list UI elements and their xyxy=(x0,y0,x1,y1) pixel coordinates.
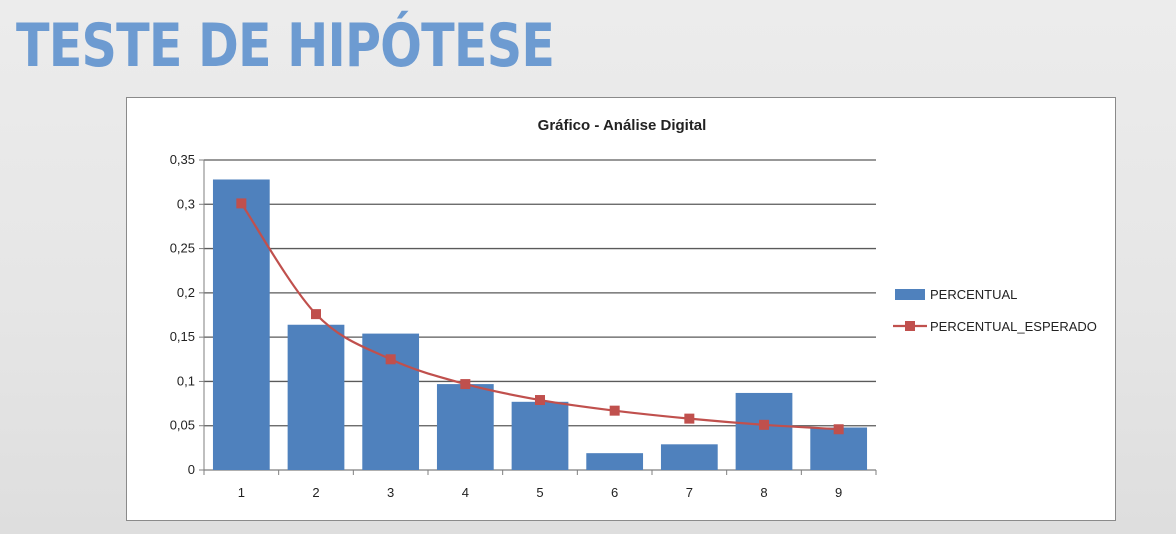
bar xyxy=(586,453,644,470)
x-tick-label: 9 xyxy=(835,485,842,500)
chart-title: Gráfico - Análise Digital xyxy=(538,117,707,134)
y-tick-label: 0,3 xyxy=(177,196,195,211)
bar xyxy=(660,444,718,470)
legend: PERCENTUAL PERCENTUAL_ESPERADO xyxy=(893,287,1097,334)
bar xyxy=(436,384,494,470)
expected-marker xyxy=(385,354,396,365)
slide-title: TESTE DE HIPÓTESE xyxy=(16,11,555,81)
bar xyxy=(810,427,868,470)
x-tick-label: 8 xyxy=(760,485,767,500)
legend-marker-esperado xyxy=(905,321,915,331)
x-tick-label: 1 xyxy=(238,485,245,500)
expected-marker xyxy=(460,379,471,390)
expected-marker xyxy=(236,198,247,209)
x-tick-label: 6 xyxy=(611,485,618,500)
bar xyxy=(362,333,420,470)
expected-marker xyxy=(759,419,769,430)
x-tick-label: 2 xyxy=(312,485,319,500)
bar xyxy=(212,179,270,470)
y-tick-label: 0,25 xyxy=(170,241,195,256)
chart-svg: Gráfico - Análise Digital 0 0,05 0,1 0,15 0,… xyxy=(170,117,1097,500)
x-axis-ticks: 1 2 3 4 5 6 7 8 9 xyxy=(203,470,877,500)
y-tick-label: 0,1 xyxy=(177,373,195,388)
expected-marker xyxy=(684,413,695,424)
y-tick-label: 0 xyxy=(188,462,195,477)
y-axis-ticks: 0 0,05 0,1 0,15 0,2 0,25 0,3 0,35 xyxy=(170,152,205,477)
y-tick-label: 0,2 xyxy=(177,285,195,300)
bar xyxy=(287,324,345,470)
legend-label-percentual: PERCENTUAL xyxy=(930,287,1017,302)
legend-swatch-percentual xyxy=(895,289,925,300)
bar-series xyxy=(212,179,868,470)
y-tick-label: 0,15 xyxy=(170,329,195,344)
expected-marker xyxy=(833,424,844,435)
y-tick-label: 0,35 xyxy=(170,152,195,167)
y-tick-label: 0,05 xyxy=(170,418,195,433)
bar xyxy=(735,392,793,470)
x-tick-label: 4 xyxy=(462,485,469,500)
x-tick-label: 5 xyxy=(536,485,543,500)
line-series xyxy=(236,198,844,435)
x-tick-label: 7 xyxy=(686,485,693,500)
bar xyxy=(511,401,569,470)
expected-marker xyxy=(311,309,321,320)
legend-label-esperado: PERCENTUAL_ESPERADO xyxy=(930,319,1097,334)
chart-frame: Gráfico - Análise Digital 0 0,05 0,1 0,15 0,… xyxy=(126,97,1116,521)
expected-marker xyxy=(609,405,620,416)
expected-marker xyxy=(535,395,545,406)
x-tick-label: 3 xyxy=(387,485,394,500)
